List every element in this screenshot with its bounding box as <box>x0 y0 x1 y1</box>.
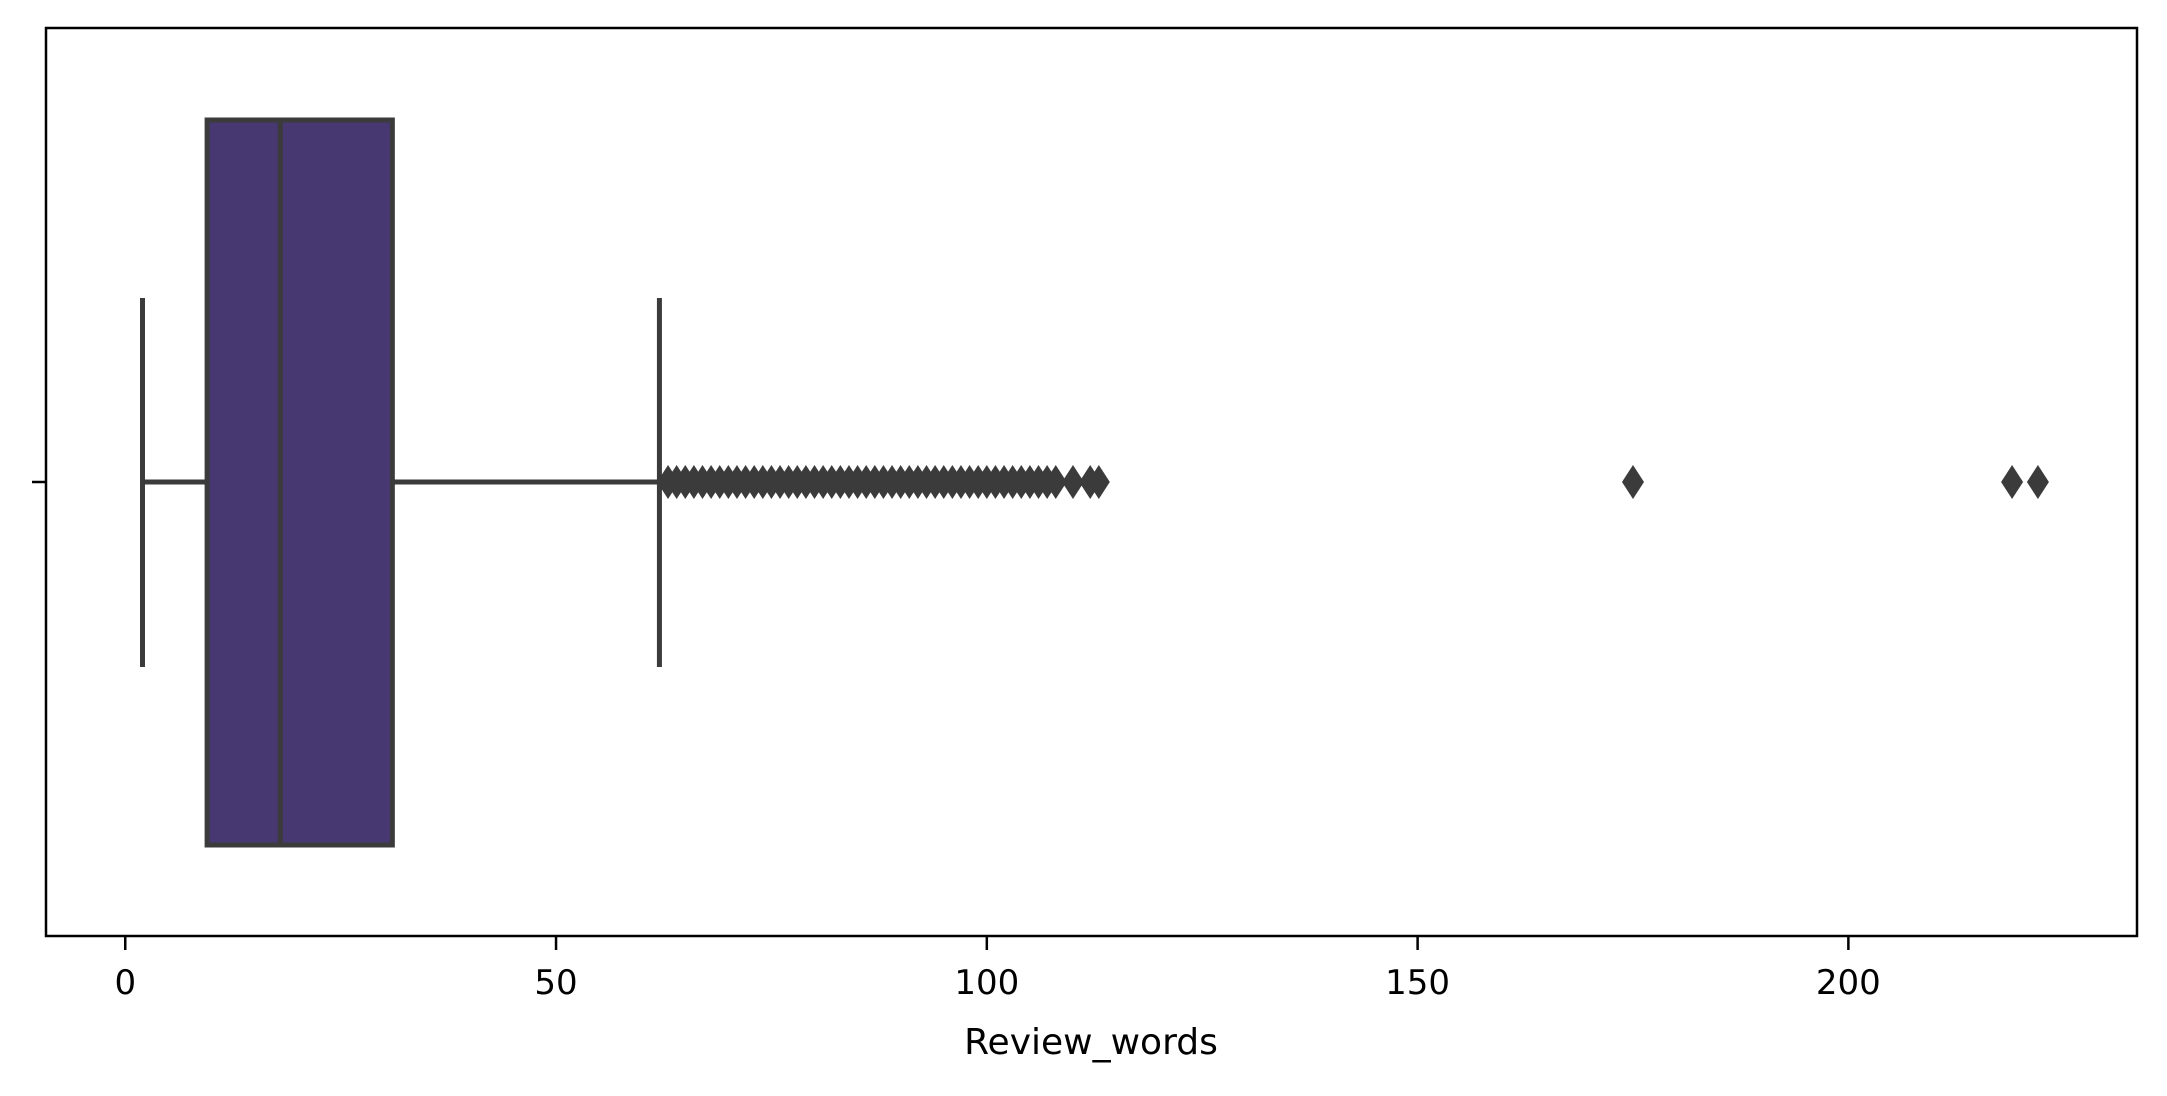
outlier-point <box>1087 465 1110 499</box>
x-tick-label-100: 100 <box>954 963 1019 1003</box>
outlier-point <box>1044 465 1067 499</box>
iqr-box <box>204 117 395 848</box>
x-axis: 0 50 100 150 200 <box>114 936 1881 1003</box>
outlier-point <box>2026 465 2049 499</box>
outlier-point <box>1621 465 1644 499</box>
outlier-point <box>1061 465 1084 499</box>
x-tick-label-50: 50 <box>534 963 577 1003</box>
x-tick-label-0: 0 <box>114 963 136 1003</box>
x-axis-label: Review_words <box>964 1022 1218 1063</box>
outlier-points <box>657 465 2049 499</box>
outlier-point <box>2001 465 2024 499</box>
x-tick-label-200: 200 <box>1816 963 1881 1003</box>
box-plot <box>139 117 662 848</box>
x-tick-label-150: 150 <box>1385 963 1450 1003</box>
